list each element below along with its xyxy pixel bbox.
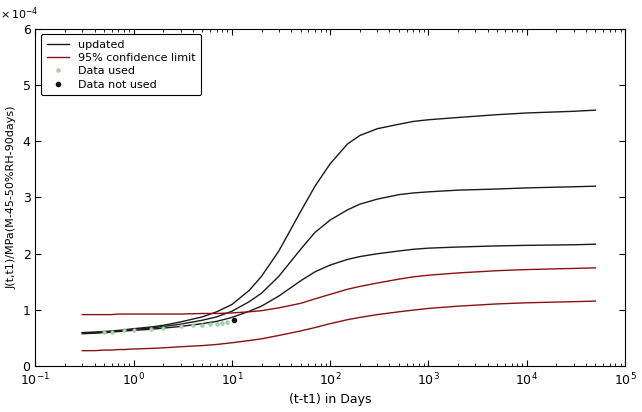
Y-axis label: J(t,t1)/MPa(M-45-50%RH-90days): J(t,t1)/MPa(M-45-50%RH-90days) xyxy=(7,106,17,289)
updated xyxy=(424,117,432,122)
95% confidence limit xyxy=(245,309,253,314)
95% confidence limit xyxy=(177,311,184,316)
Text: $\times\,10^{-4}$: $\times\,10^{-4}$ xyxy=(0,5,39,22)
95% confidence limit xyxy=(591,265,599,270)
95% confidence limit xyxy=(120,311,128,316)
95% confidence limit xyxy=(78,312,86,317)
Data used xyxy=(147,326,155,331)
updated xyxy=(373,126,381,131)
updated xyxy=(159,323,167,328)
updated xyxy=(493,112,501,117)
95% confidence limit xyxy=(147,311,155,316)
Data used xyxy=(189,323,196,328)
Line: 95% confidence limit: 95% confidence limit xyxy=(82,268,595,315)
95% confidence limit xyxy=(356,284,363,289)
updated xyxy=(91,330,98,335)
Line: Data used: Data used xyxy=(101,319,231,335)
95% confidence limit xyxy=(523,267,530,272)
updated xyxy=(108,328,116,333)
updated xyxy=(297,209,304,214)
Data used xyxy=(100,330,108,335)
95% confidence limit xyxy=(213,311,221,316)
95% confidence limit xyxy=(326,292,334,297)
updated xyxy=(356,133,363,138)
95% confidence limit xyxy=(257,308,265,313)
Data used xyxy=(198,322,206,327)
95% confidence limit xyxy=(275,305,282,310)
updated xyxy=(130,326,137,331)
Data used xyxy=(120,328,128,333)
95% confidence limit xyxy=(91,312,98,317)
95% confidence limit xyxy=(395,276,403,281)
updated xyxy=(100,329,108,334)
95% confidence limit xyxy=(311,296,319,301)
95% confidence limit xyxy=(115,311,123,316)
Data used xyxy=(177,324,184,329)
updated xyxy=(147,325,155,330)
updated xyxy=(78,330,86,335)
95% confidence limit xyxy=(493,268,501,273)
updated xyxy=(311,184,319,189)
X-axis label: (t-t1) in Days: (t-t1) in Days xyxy=(289,393,372,407)
updated xyxy=(454,115,462,120)
updated xyxy=(275,248,282,253)
95% confidence limit xyxy=(100,312,108,317)
updated xyxy=(213,309,221,314)
updated xyxy=(198,314,206,319)
updated xyxy=(395,122,403,127)
Data used xyxy=(223,320,231,325)
updated xyxy=(115,328,123,333)
95% confidence limit xyxy=(198,311,206,316)
updated xyxy=(343,141,351,146)
Data used xyxy=(218,321,226,325)
Data used xyxy=(159,325,167,330)
95% confidence limit xyxy=(297,301,304,306)
Data used xyxy=(130,328,137,332)
95% confidence limit xyxy=(410,274,417,279)
updated xyxy=(177,319,184,324)
updated xyxy=(570,109,578,114)
updated xyxy=(410,119,417,124)
95% confidence limit xyxy=(130,311,137,316)
95% confidence limit xyxy=(424,273,432,278)
95% confidence limit xyxy=(159,311,167,316)
updated xyxy=(257,274,265,279)
Data used xyxy=(213,321,221,326)
Data used xyxy=(206,322,214,327)
updated xyxy=(228,302,236,307)
updated xyxy=(120,328,128,332)
95% confidence limit xyxy=(108,312,116,317)
95% confidence limit xyxy=(570,266,578,271)
updated xyxy=(523,110,530,115)
95% confidence limit xyxy=(373,281,381,286)
Legend: updated, 95% confidence limit, Data used, Data not used: updated, 95% confidence limit, Data used… xyxy=(41,34,201,95)
updated xyxy=(591,108,599,112)
95% confidence limit xyxy=(454,270,462,275)
updated xyxy=(245,288,253,293)
95% confidence limit xyxy=(343,287,351,292)
updated xyxy=(326,161,334,166)
Data used xyxy=(108,329,116,334)
95% confidence limit xyxy=(228,311,236,316)
Line: updated: updated xyxy=(82,110,595,332)
